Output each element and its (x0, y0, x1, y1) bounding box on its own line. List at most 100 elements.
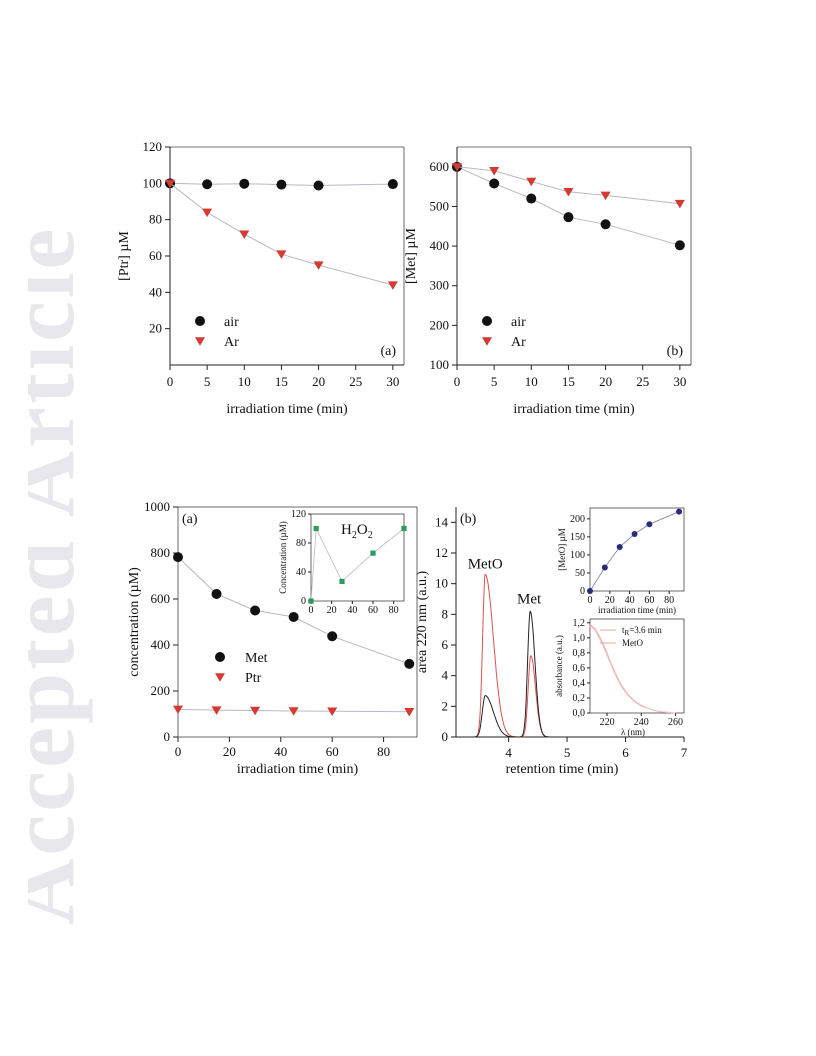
x-tick-label: 20 (312, 374, 325, 389)
inset-x-tick-label: 0 (309, 605, 314, 616)
x-tick-label: 4 (505, 745, 512, 760)
peak-label-Met: Met (517, 592, 542, 608)
data-point-Ar (165, 179, 175, 189)
inset-y-tick-label: 0 (580, 586, 585, 597)
y-tick-label: 40 (149, 284, 162, 299)
series-line-Ar (456, 166, 680, 205)
legend-label-Met: Met (245, 651, 268, 666)
y-tick-label: 0 (164, 729, 171, 744)
chart-met-vs-time: 0 5 10 15 20 25 30 100 200 300 400 500 600 air Ar (b) ir… (404, 146, 692, 417)
x-tick-label: 20 (223, 744, 236, 759)
x-tick-label: 10 (238, 374, 251, 389)
inset-x-tick-label: 240 (634, 717, 649, 728)
data-point-Ar (600, 191, 611, 201)
inset-data-point (308, 598, 314, 604)
x-tick-label: 15 (562, 374, 575, 389)
legend-marker-air (482, 316, 492, 326)
y-tick-label: 14 (435, 514, 449, 529)
spectrum-line-1 (589, 625, 676, 714)
accepted-article-watermark: Accepted Article (28, 226, 93, 925)
y-tick-label: 1000 (144, 499, 170, 514)
inset-y-tick-label: 0 (301, 596, 306, 607)
y-tick-label: 600 (430, 159, 450, 174)
data-point-Met (288, 611, 299, 622)
data-point-Ar (202, 208, 213, 218)
legend-marker-Met (215, 652, 225, 662)
data-point-Met (327, 631, 338, 642)
chromatogram-trace-1 (467, 610, 562, 738)
y-tick-label: 800 (151, 545, 171, 560)
y-tick-label: 4 (442, 668, 449, 683)
plot-frame (177, 506, 418, 738)
panel-label: (a) (182, 512, 198, 527)
y-tick-label: 600 (151, 591, 171, 606)
inset-data-point (587, 588, 593, 594)
inset-legend-label: MetO (622, 638, 643, 648)
annotation-part: O (357, 522, 368, 538)
data-point-Ar (452, 163, 462, 172)
inset-x-tick-label: 20 (327, 605, 337, 616)
inset-y-tick-label: 1,2 (573, 618, 586, 629)
y-axis-label: concentration (µM) (127, 567, 142, 677)
legend-label-air: air (224, 315, 239, 330)
x-tick-label: 25 (349, 374, 362, 389)
legend-part: =3.6 min (629, 625, 662, 635)
legend-part: MetO (622, 638, 643, 648)
inset-series-line (310, 526, 405, 602)
inset-data-point (601, 564, 608, 571)
legend-marker-air (195, 316, 205, 326)
data-point-air (239, 178, 250, 189)
inset-y-tick-label: 0,0 (573, 708, 586, 719)
inset-series-line (589, 511, 680, 592)
y-tick-label: 12 (435, 545, 448, 560)
y-tick-label: 200 (151, 683, 171, 698)
y-tick-label: 300 (430, 278, 450, 293)
inset-y-axis-label: Concentration (µM) (278, 521, 288, 593)
series-line-Ptr (177, 708, 410, 713)
inset-x-tick-label: 260 (668, 717, 683, 728)
data-point-Ar (526, 177, 537, 187)
peak-label-MetO: MetO (468, 556, 503, 572)
annotation-part: 2 (352, 530, 357, 541)
y-tick-label: 20 (149, 321, 162, 336)
inset-meto-time: 0 20 40 60 80 0 50 100 150 200 irradiation time (m… (557, 507, 685, 615)
x-tick-label: 25 (636, 374, 649, 389)
data-point-Ar (313, 261, 324, 270)
series-line-air (169, 182, 393, 187)
y-tick-label: 500 (430, 198, 450, 213)
x-tick-label: 15 (275, 374, 288, 389)
y-tick-label: 200 (430, 317, 450, 332)
x-tick-label: 6 (622, 745, 629, 760)
inset-y-tick-label: 120 (291, 509, 306, 520)
data-point-air (387, 179, 398, 190)
inset-data-point (646, 521, 653, 528)
x-tick-label: 80 (377, 744, 390, 759)
x-tick-label: 10 (525, 374, 538, 389)
inset-x-tick-label: 60 (368, 605, 378, 616)
inset-data-point (339, 578, 345, 585)
data-point-air (489, 178, 500, 189)
data-point-Ptr (250, 706, 261, 716)
y-tick-label: 8 (442, 606, 449, 621)
inset-y-tick-label: 40 (296, 567, 306, 578)
panel-label: (b) (460, 512, 477, 527)
x-axis-label: irradiation time (min) (226, 402, 348, 417)
y-tick-label: 10 (435, 576, 448, 591)
inset-frame (310, 513, 405, 602)
x-tick-label: 7 (681, 745, 688, 760)
inset-y-axis-label: absorbance (a.u.) (554, 635, 564, 697)
inset-y-tick-label: 0,8 (573, 648, 586, 659)
chart-ptr-vs-time: 0 5 10 15 20 25 30 20 40 60 80 100 120 air Ar (a) irradi… (117, 139, 405, 417)
watermark-text: Accepted Article (28, 226, 93, 925)
inset-x-tick-label: 20 (605, 595, 615, 606)
inset-y-axis-label: [MetO] µM (557, 528, 567, 570)
y-tick-label: 400 (430, 238, 450, 253)
legend-marker-Ptr (215, 673, 225, 682)
inset-data-point (313, 525, 319, 532)
inset-data-point (676, 508, 683, 515)
inset-x-tick-label: 220 (600, 717, 615, 728)
data-point-Met (250, 605, 261, 616)
y-axis-label: [Ptr] µM (117, 231, 132, 281)
y-tick-label: 100 (143, 175, 163, 190)
